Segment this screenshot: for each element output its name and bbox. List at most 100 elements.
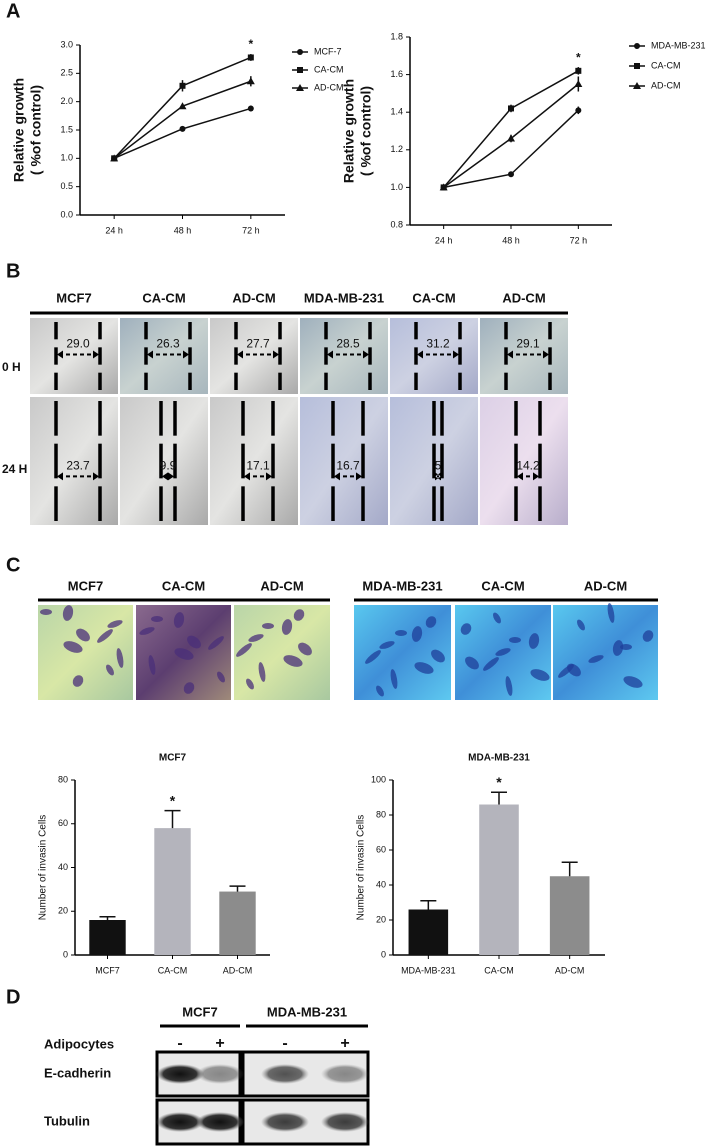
legend-label: MDA-MB-231	[651, 40, 706, 50]
cell-blob	[465, 656, 479, 670]
measurement: 29.0	[66, 337, 90, 351]
cell-blob	[283, 655, 303, 667]
row-label: E-cadherin	[44, 1065, 111, 1080]
annotation: *	[170, 792, 176, 808]
x-tick-label: 48 h	[502, 235, 520, 245]
point	[110, 154, 119, 162]
cell-blob	[106, 664, 114, 676]
measurement: 9.9	[160, 459, 177, 473]
y-tick-label: 20	[376, 914, 386, 924]
cell-blob	[528, 633, 540, 649]
cell-blob	[365, 650, 381, 664]
cell-blob	[174, 648, 194, 660]
blot-band	[196, 1064, 244, 1084]
series-line	[113, 107, 252, 160]
point	[297, 67, 303, 73]
point	[574, 80, 583, 87]
micrograph	[480, 397, 568, 525]
y-tick-label: 1.5	[60, 124, 73, 134]
x-tick-label: 72 h	[242, 225, 260, 235]
cell-blob	[431, 649, 445, 663]
micrograph	[553, 605, 658, 700]
point	[247, 105, 254, 112]
series-line	[113, 80, 252, 159]
cell-blob	[376, 685, 384, 697]
point	[439, 183, 448, 191]
error-bar	[491, 791, 507, 805]
arrow-head	[435, 472, 441, 481]
legend-label: CA-CM	[651, 60, 681, 70]
panel-letter: A	[6, 0, 20, 22]
cell-blob	[395, 630, 407, 636]
bar	[89, 920, 126, 955]
micrograph	[210, 397, 298, 525]
cell-blob	[607, 603, 615, 623]
cell-blob	[246, 678, 254, 690]
cell-blob	[298, 642, 312, 656]
x-tick-label: CA-CM	[484, 965, 514, 975]
y-tick-label: 40	[376, 879, 386, 889]
treatment-sign: +	[215, 1035, 224, 1052]
measurement: 29.1	[516, 337, 540, 351]
cell-blob	[217, 671, 225, 683]
measurement: 26.3	[156, 337, 180, 351]
point	[507, 134, 515, 142]
y-tick-label: 100	[371, 774, 386, 784]
cell-blob	[262, 623, 274, 629]
micrograph	[120, 397, 208, 525]
treatment-sign: -	[177, 1035, 182, 1052]
y-axis-label: Relative growth	[11, 78, 27, 182]
blot-band	[196, 1112, 244, 1132]
cell-blob	[107, 620, 123, 628]
measurement: 17.1	[246, 459, 270, 473]
point	[575, 107, 582, 114]
annotation: *	[576, 50, 581, 64]
annotation: *	[496, 774, 502, 790]
arrow-head	[162, 472, 174, 481]
error-bar	[99, 915, 116, 920]
cell-blob	[414, 662, 434, 674]
bar	[549, 876, 590, 955]
column-header: MCF7	[56, 290, 91, 305]
cell-blob	[483, 657, 499, 671]
blot-band	[156, 1112, 204, 1132]
measurement: 14.2	[516, 459, 540, 473]
cell-blob	[293, 609, 305, 621]
row-label: Tubulin	[44, 1113, 90, 1128]
cell-blob	[530, 669, 550, 681]
blot-band	[261, 1064, 309, 1084]
point	[247, 54, 254, 61]
column-header: CA-CM	[142, 290, 185, 305]
y-axis-label: Number of invasin Cells	[356, 815, 367, 921]
micrograph	[480, 318, 568, 394]
y-tick-label: 1.8	[390, 31, 403, 41]
cell-blob	[173, 612, 185, 628]
point	[297, 49, 303, 55]
cell-blob	[379, 641, 395, 649]
bar	[479, 804, 519, 955]
cell-blob	[612, 640, 624, 656]
y-tick-label: 1.2	[390, 144, 403, 154]
column-header: AD-CM	[232, 290, 275, 305]
blot-band	[261, 1112, 309, 1132]
point	[575, 67, 582, 74]
point	[633, 82, 641, 89]
treatment-label: Adipocytes	[44, 1036, 114, 1051]
column-header: AD-CM	[584, 578, 627, 593]
cell-blob	[493, 612, 501, 624]
cell-blob	[116, 648, 124, 668]
treatment-sign: -	[282, 1035, 287, 1052]
error-bar	[229, 885, 246, 892]
blot-band	[321, 1112, 369, 1132]
cell-blob	[236, 643, 252, 657]
cell-blob	[558, 664, 574, 678]
bar	[408, 909, 449, 955]
x-tick-label: MCF7	[95, 965, 120, 975]
y-axis-label: ( %of control)	[358, 86, 374, 176]
bar	[154, 828, 191, 955]
cell-blob	[248, 634, 264, 642]
column-header: CA-CM	[481, 578, 524, 593]
y-tick-label: 40	[58, 862, 68, 872]
micrograph	[210, 318, 298, 394]
